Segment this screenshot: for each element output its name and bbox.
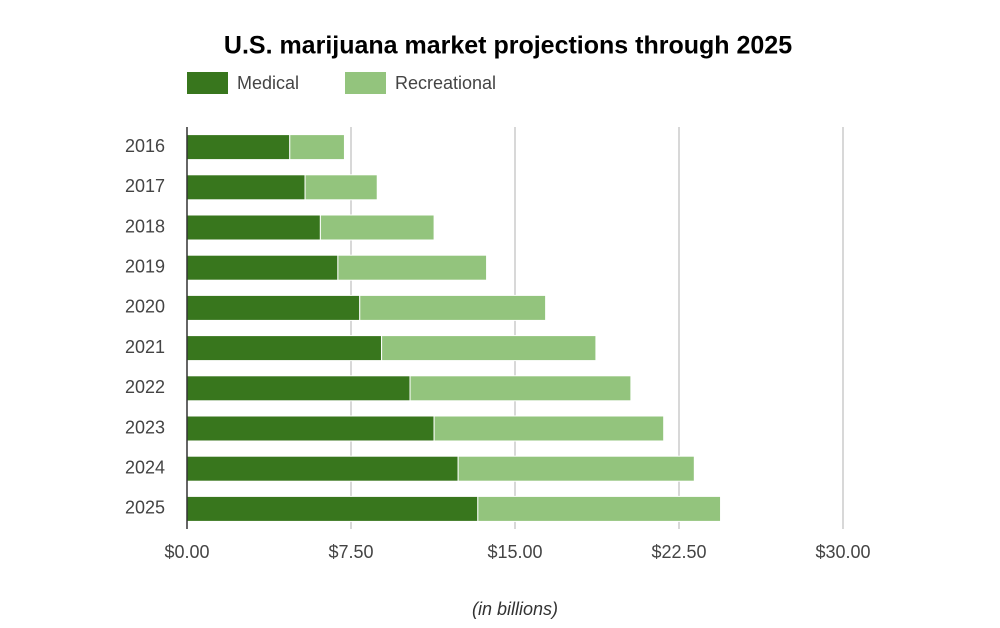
x-tick-label: $30.00 (815, 542, 870, 562)
bar-segment (186, 214, 321, 241)
legend-label: Medical (237, 73, 299, 93)
y-tick-label: 2024 (125, 457, 165, 477)
bar-segment (304, 174, 378, 201)
y-tick-label: 2020 (125, 297, 165, 317)
bar-segment (381, 335, 597, 362)
bar-segment (319, 214, 435, 241)
bar-segment (359, 294, 547, 321)
y-tick-label: 2018 (125, 216, 165, 236)
y-tick-label: 2019 (125, 256, 165, 276)
bar-segment (186, 134, 291, 161)
bar-segment (433, 415, 665, 442)
chart-title: U.S. marijuana market projections throug… (224, 32, 792, 60)
bar-segment (186, 415, 435, 442)
bar-segment (186, 375, 411, 402)
bar-segment (186, 335, 383, 362)
bar-segment (186, 294, 361, 321)
bar-segment (186, 174, 306, 201)
legend-swatch (187, 72, 228, 94)
x-axis-title: (in billions) (472, 599, 558, 619)
bar-segment (186, 495, 479, 522)
legend-label: Recreational (395, 73, 496, 93)
x-tick-label: $22.50 (651, 542, 706, 562)
y-tick-label: 2025 (125, 498, 165, 518)
y-tick-label: 2022 (125, 377, 165, 397)
y-tick-label: 2023 (125, 417, 165, 437)
bar-segment (186, 455, 459, 482)
bar-segment (186, 254, 339, 281)
y-tick-label: 2021 (125, 337, 165, 357)
bar-segment (409, 375, 632, 402)
bar-segment (457, 455, 695, 482)
y-tick-label: 2016 (125, 136, 165, 156)
bar-segment (477, 495, 722, 522)
bar-segment (337, 254, 488, 281)
x-tick-label: $0.00 (164, 542, 209, 562)
x-tick-label: $15.00 (487, 542, 542, 562)
y-tick-label: 2017 (125, 176, 165, 196)
legend-swatch (345, 72, 386, 94)
bar-segment (289, 134, 345, 161)
x-tick-label: $7.50 (328, 542, 373, 562)
